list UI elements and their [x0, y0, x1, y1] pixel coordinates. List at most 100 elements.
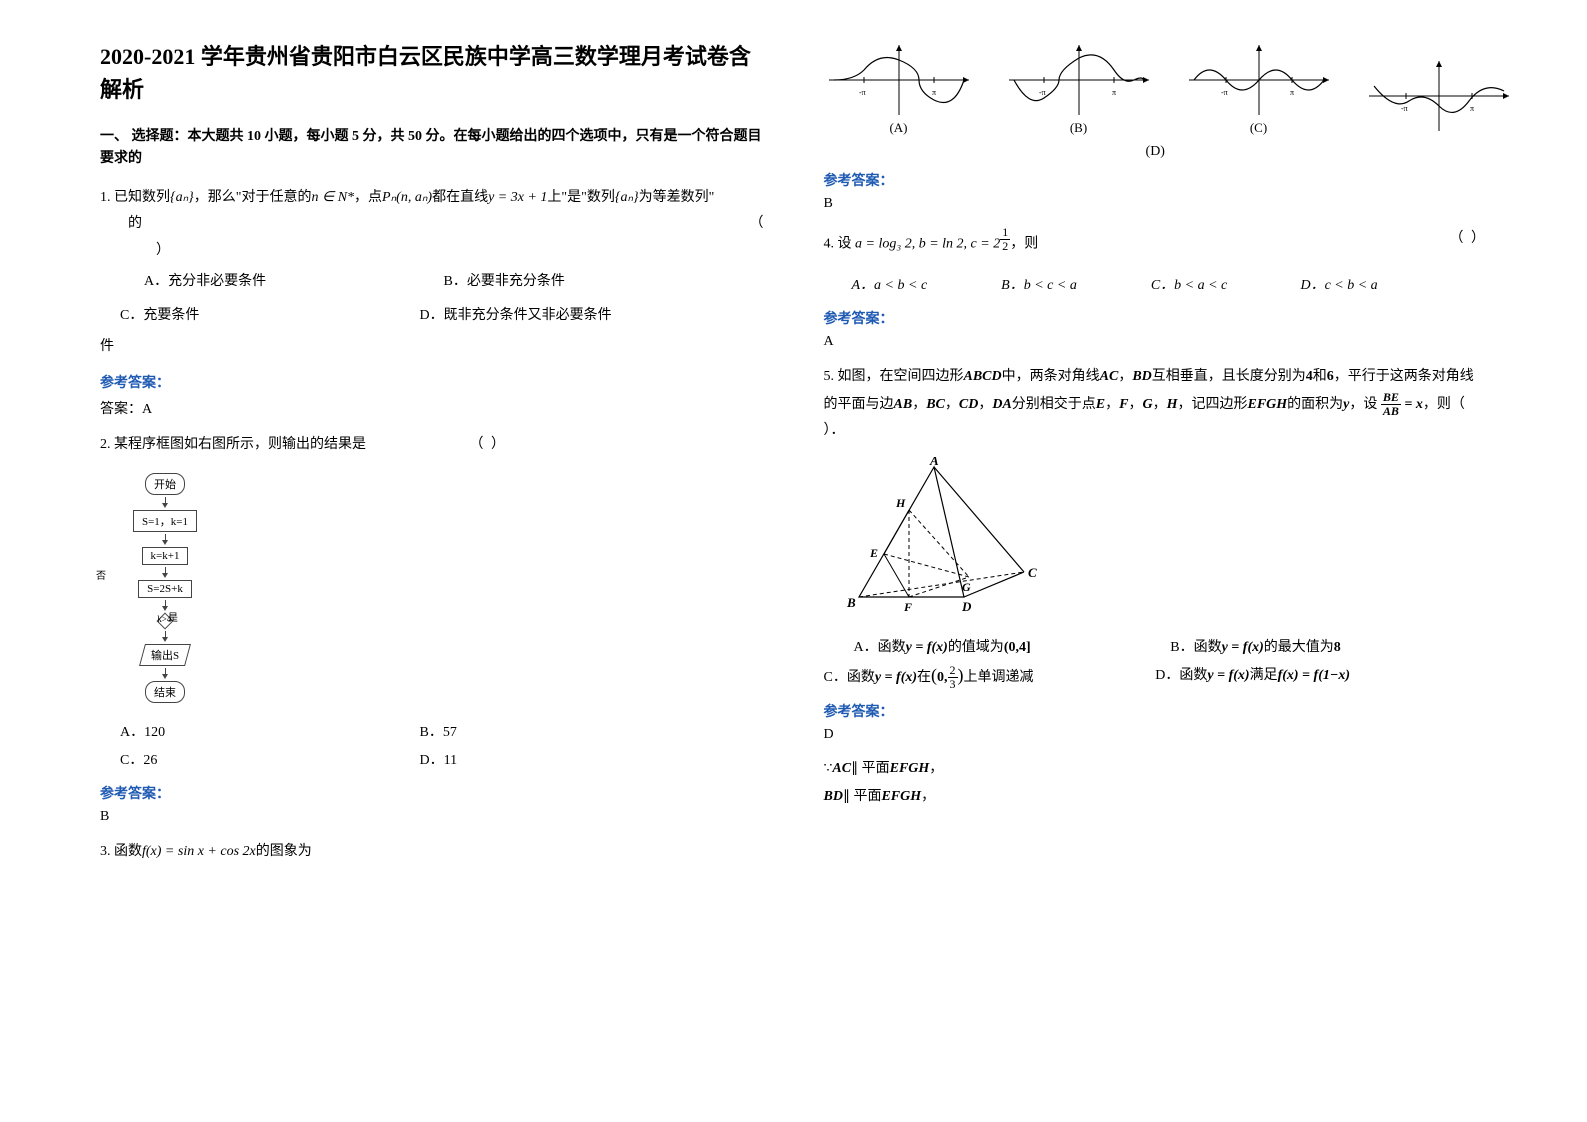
q1-paren-open: （: [750, 211, 764, 238]
q5-and: 和: [1313, 369, 1327, 384]
fc-s2: k=k+1: [142, 547, 189, 565]
q1-opt-b: B．必要非充分条件: [444, 269, 740, 296]
q5-opt-b-a: B．函数: [1170, 640, 1221, 655]
q1-nN: n ∈ N*: [312, 190, 355, 205]
q5-opt-c-c: 上单调递减: [964, 670, 1034, 685]
q5-proof-1: ∵AC∥ 平面EFGH，: [824, 757, 1488, 777]
q5-opt-c-int-d: 3: [948, 678, 958, 691]
q4-opt-c: C．b < a < c: [1151, 274, 1297, 294]
svg-text:π: π: [932, 88, 936, 97]
q1-line: y = 3x + 1: [488, 190, 547, 205]
q3-graph-b: -π π (B): [1004, 40, 1154, 136]
q5-stem-a: 5. 如图，在空间四边形: [824, 369, 964, 384]
svg-text:-π: -π: [1221, 88, 1228, 97]
q4-ans: A: [824, 334, 1488, 350]
q2-opt-c: C．26: [120, 749, 416, 769]
question-1: 1. 已知数列{aₙ}，那么"对于任意的n ∈ N*，点Pₙ(n, aₙ)都在直…: [100, 185, 764, 361]
q4-exp-n: 1: [1000, 226, 1010, 240]
page-title: 2020-2021 学年贵州省贵阳市白云区民族中学高三数学理月考试卷含解析: [100, 40, 764, 106]
q5-p2-a: ∥ 平面: [843, 789, 882, 804]
q4-stem-a: 4. 设: [824, 237, 852, 252]
q2-flowchart: 开始 S=1，k=1 k=k+1 S=2S+k k>4 输出S 结束 否 是: [110, 471, 764, 705]
q5-ans: D: [824, 727, 1488, 743]
fc-out: 输出S: [139, 644, 191, 666]
q4-opt-d-txt: D．c < b < a: [1300, 278, 1377, 293]
svg-text:B: B: [846, 595, 856, 610]
q3-stem-b: 的图象为: [256, 844, 312, 859]
q1-stem-d: 都在直线: [432, 190, 488, 205]
q5-four: 4: [1306, 369, 1313, 384]
q5-p2-bd: BD: [824, 789, 843, 804]
q2-opt-b: B．57: [420, 721, 716, 741]
q5-six: 6: [1327, 369, 1334, 384]
q5-frac-n: BE: [1383, 390, 1399, 404]
q5-p2-b: ，: [921, 789, 935, 804]
q3-graph-d: -π π: [1364, 56, 1514, 136]
q3-label-c: (C): [1184, 120, 1334, 136]
svg-text:π: π: [1470, 104, 1474, 113]
q5-opt-c-b: 在: [917, 670, 931, 685]
fc-end: 结束: [145, 681, 185, 703]
q1-stem-c: ，点: [354, 190, 382, 205]
question-5: 5. 如图，在空间四边形ABCD中，两条对角线AC，BD互相垂直，且长度分别为4…: [824, 364, 1488, 445]
q5-opt-c-int-a: 0,: [937, 670, 948, 685]
q5-EFGH: EFGH: [1247, 397, 1287, 412]
q5-AC: AC: [1100, 369, 1119, 384]
q1-opt-c: C．充要条件: [120, 303, 416, 330]
q2-ans-head: 参考答案：: [100, 783, 764, 803]
fc-start: 开始: [145, 473, 185, 495]
q5-E: E: [1096, 397, 1105, 412]
q5-ABCD: ABCD: [964, 369, 1002, 384]
q1-ans-head: 参考答案：: [100, 372, 764, 392]
q5-stem-c: 互相垂直，且长度分别为: [1152, 369, 1306, 384]
q2-opt-a: A．120: [120, 721, 416, 741]
fc-out-label: 输出S: [151, 647, 179, 663]
q3-label-d: (D): [824, 144, 1488, 160]
q5-opt-b-fx: y = f(x): [1222, 640, 1264, 655]
svg-text:F: F: [903, 600, 912, 614]
q1-ans: 答案：A: [100, 398, 764, 418]
q1-paren-close: ）: [156, 243, 170, 258]
q4-opt-a-txt: A．a < b < c: [852, 278, 928, 293]
q1-stem-a: 1. 已知数列: [100, 190, 170, 205]
q1-seq1: {aₙ}: [170, 190, 194, 205]
q5-opt-b-v: 8: [1334, 640, 1341, 655]
q5-opt-a-a: A．函数: [854, 640, 906, 655]
q5-H: H: [1167, 397, 1178, 412]
q5-opt-c-a: C．函数: [824, 670, 875, 685]
q5-opt-d-a: D．函数: [1155, 668, 1207, 683]
q5-opt-a-rng: (0,4]: [1004, 640, 1031, 655]
q5-proof-2: BD∥ 平面EFGH，: [824, 785, 1488, 805]
fc-s1: S=1，k=1: [133, 510, 197, 532]
q5-ans-head: 参考答案：: [824, 701, 1488, 721]
svg-text:π: π: [1290, 88, 1294, 97]
q3-graph-a: -π π (A): [824, 40, 974, 136]
svg-text:-π: -π: [1039, 88, 1046, 97]
q1-opt-a: A．充分非必要条件: [144, 269, 440, 296]
q5-stem-g: 的面积为: [1287, 397, 1343, 412]
q5-stem-b: 中，两条对角线: [1002, 369, 1100, 384]
fc-yes-label: 是: [168, 609, 178, 624]
question-4: 4. 设 a = log₃ 2, b = ln 2, c = 212，则 （ ）: [824, 226, 1488, 258]
q4-opt-b: B．b < c < a: [1001, 274, 1147, 294]
q5-opt-d-eq: f(x) = f(1−x): [1278, 668, 1350, 683]
q5-DA: DA: [992, 397, 1011, 412]
q4-paren: （ ）: [1450, 226, 1488, 253]
q5-stem-h: ，设: [1349, 397, 1377, 412]
q5-p1-b: ∥ 平面: [851, 761, 890, 776]
q5-AB: AB: [894, 397, 913, 412]
q3-label-b: (B): [1004, 120, 1154, 136]
q4-exp-d: 2: [1000, 240, 1010, 253]
q3-fx: f(x) = sin x + cos 2x: [142, 844, 256, 859]
q4-ans-head: 参考答案：: [824, 308, 1488, 328]
q5-opt-c-int-n: 2: [948, 664, 958, 678]
q5-options: A．函数y = f(x)的值域为(0,4] B．函数y = f(x)的最大值为8…: [824, 636, 1488, 691]
q3-stem-a: 3. 函数: [100, 844, 142, 859]
svg-text:H: H: [895, 496, 906, 510]
q2-stem: 2. 某程序框图如右图所示，则输出的结果是: [100, 437, 366, 452]
q5-p1-ac: AC: [832, 761, 851, 776]
q5-G: G: [1142, 397, 1152, 412]
q2-paren: （ ）: [470, 437, 508, 452]
q3-ans-head: 参考答案：: [824, 170, 1488, 190]
q5-opt-c-fx: y = f(x): [875, 670, 917, 685]
